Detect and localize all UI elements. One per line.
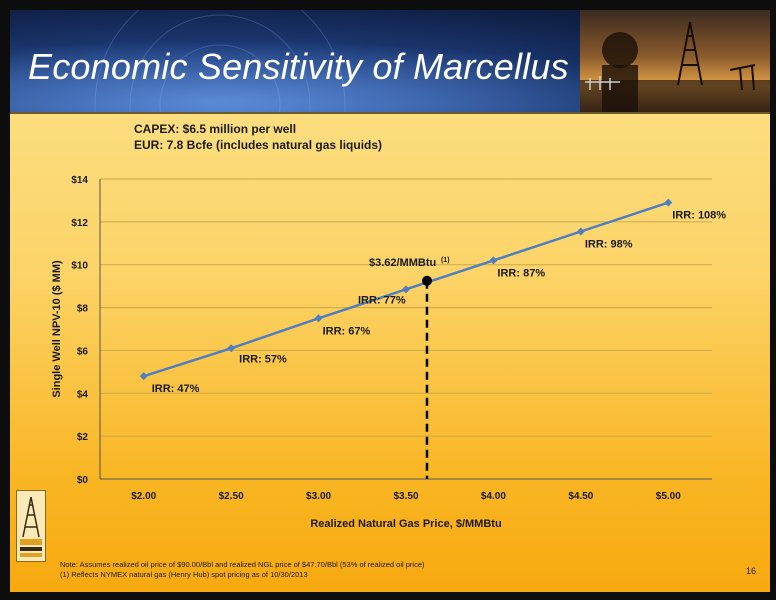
y-tick-label: $8 [77,304,89,315]
irr-data-label: IRR: 47% [152,383,200,395]
x-tick-label: $3.00 [306,491,331,502]
y-tick-label: $12 [71,218,88,229]
current-price-label: $3.62/MMBtu [369,257,436,269]
npv-data-point [402,285,410,294]
npv-data-point [576,227,585,236]
header-divider [10,112,770,114]
x-tick-label: $3.50 [393,491,418,502]
footnote-nymex: (1) Reflects NYMEX natural gas (Henry Hu… [60,570,308,579]
irr-data-label: IRR: 98% [585,239,633,251]
page-number: 16 [745,566,756,576]
x-tick-label: $2.50 [219,491,244,502]
current-price-marker [421,275,432,286]
y-tick-label: $10 [71,261,88,272]
oil-derrick-icon [580,21,770,112]
header-oilfield-photo [580,10,770,112]
y-tick-label: $6 [77,346,89,357]
irr-data-label: IRR: 108% [672,210,726,222]
slide: Economic Sensitivity of Marcellus CAPEX:… [10,10,770,592]
npv-data-point [489,256,498,265]
slide-header: Economic Sensitivity of Marcellus [10,10,770,112]
page-title: Economic Sensitivity of Marcellus [28,46,569,87]
capex-caption: CAPEX: $6.5 million per well [134,122,297,136]
current-price-footnote-ref: (1) [441,257,450,264]
x-tick-label: $2.00 [131,491,156,502]
npv-sensitivity-chart: $0 $2 $4 $6 $8 $10 $12 $14 $2.00 $2.50 $3.00 $3.50 $… [51,175,726,530]
npv-data-point [227,344,236,353]
x-tick-label: $4.50 [568,491,593,502]
y-tick-label: $4 [77,389,89,400]
footnote-assumptions: Note: Assumes realized oil price of $90.… [60,560,425,569]
y-axis-title: Single Well NPV-10 ($ MM) [51,260,63,398]
y-tick-label: $2 [77,432,89,443]
eur-caption: EUR: 7.8 Bcfe (includes natural gas liqu… [134,138,383,152]
irr-data-label: IRR: 77% [358,294,406,306]
company-logo [16,490,46,562]
npv-data-point [664,198,673,207]
y-tick-label: $0 [77,475,89,486]
y-tick-label: $14 [71,175,88,186]
irr-data-label: IRR: 87% [497,267,545,279]
irr-data-label: IRR: 67% [323,325,371,337]
x-tick-label: $4.00 [481,491,506,502]
npv-data-point [314,314,323,323]
x-tick-label: $5.00 [656,491,681,502]
derrick-logo-icon [20,496,42,557]
x-axis-title: Realized Natural Gas Price, $/MMBtu [310,518,501,530]
npv-data-point [139,372,148,381]
irr-data-label: IRR: 57% [239,353,287,365]
